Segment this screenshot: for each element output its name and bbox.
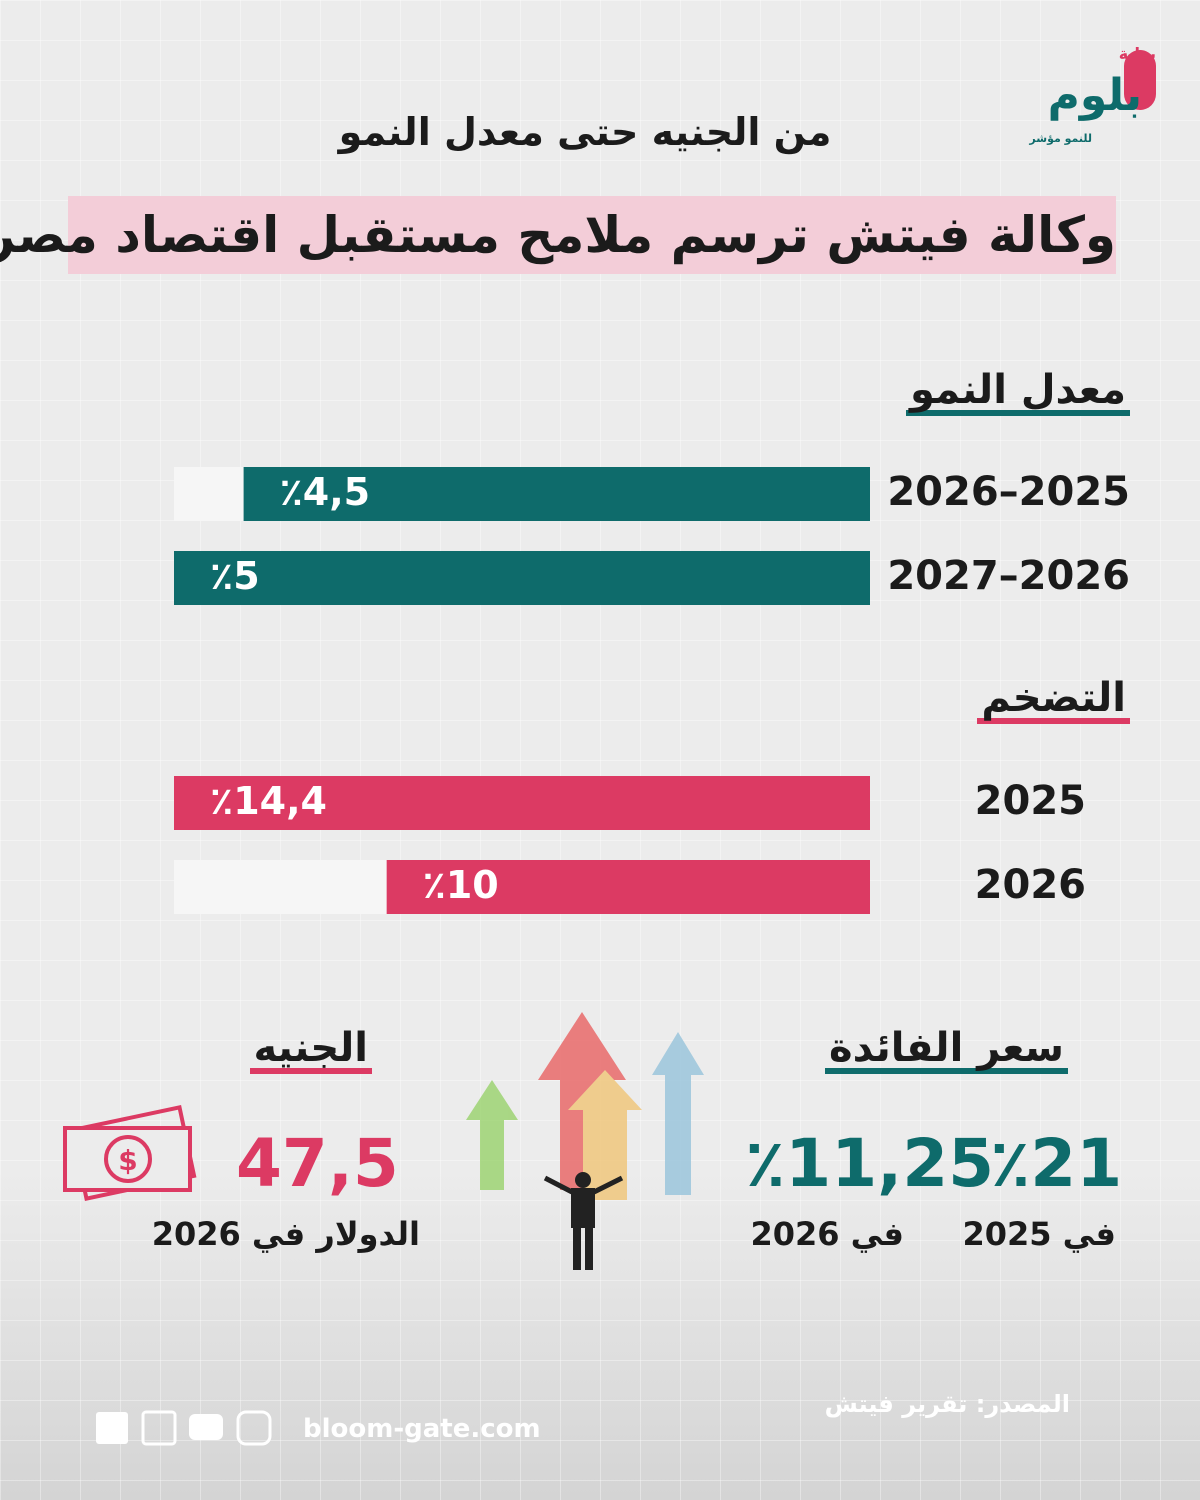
kicker: من الجنيه حتى معدل النمو [338,110,832,154]
interest-caption: في 2026 [750,1215,904,1253]
main-title: وكالة فيتش ترسم ملامح مستقبل اقتصاد مصر [0,196,1116,274]
pound-value: 47,5 [236,1125,399,1202]
bar [174,776,870,830]
interest-caption: في 2025 [962,1215,1116,1253]
brand-name: بلوم [1047,70,1142,121]
brand-tagline: للنمو مؤشر [1029,132,1092,145]
bar-value-label: ٪14,4 [210,779,327,823]
logo-mic [1124,50,1156,110]
interest-value: ٪11,25 [745,1125,995,1202]
person [543,1172,624,1270]
row-label: 2026 [974,862,1086,908]
pound-caption: الدولار في 2026 [151,1215,420,1253]
bar [386,860,870,914]
row-label: 2026–2025 [887,469,1130,515]
bar-value-label: ٪10 [422,863,499,907]
brand-top: بوابة [1118,44,1156,63]
arrows [466,1012,704,1200]
bar-value-label: ٪5 [210,554,260,598]
pound-title: الجنيه [249,1028,372,1074]
bar-value-label: ٪4,5 [279,470,371,514]
interest-value: ٪21 [990,1125,1123,1202]
source: المصدر: تقرير فيتش [824,1390,1070,1418]
interest-title: سعر الفائدة [825,1028,1068,1074]
money-icon: $ [63,1104,197,1202]
row-label: 2025 [974,778,1086,824]
bar [174,551,870,605]
row-label: 2027–2026 [887,553,1130,599]
svg-text:$: $ [118,1144,137,1177]
social-icons [96,1410,272,1446]
bar [243,467,871,521]
growth-title: معدل النمو [905,370,1130,416]
inflation-title: التضخم [977,678,1130,724]
website[interactable]: bloom-gate.com [303,1414,541,1444]
